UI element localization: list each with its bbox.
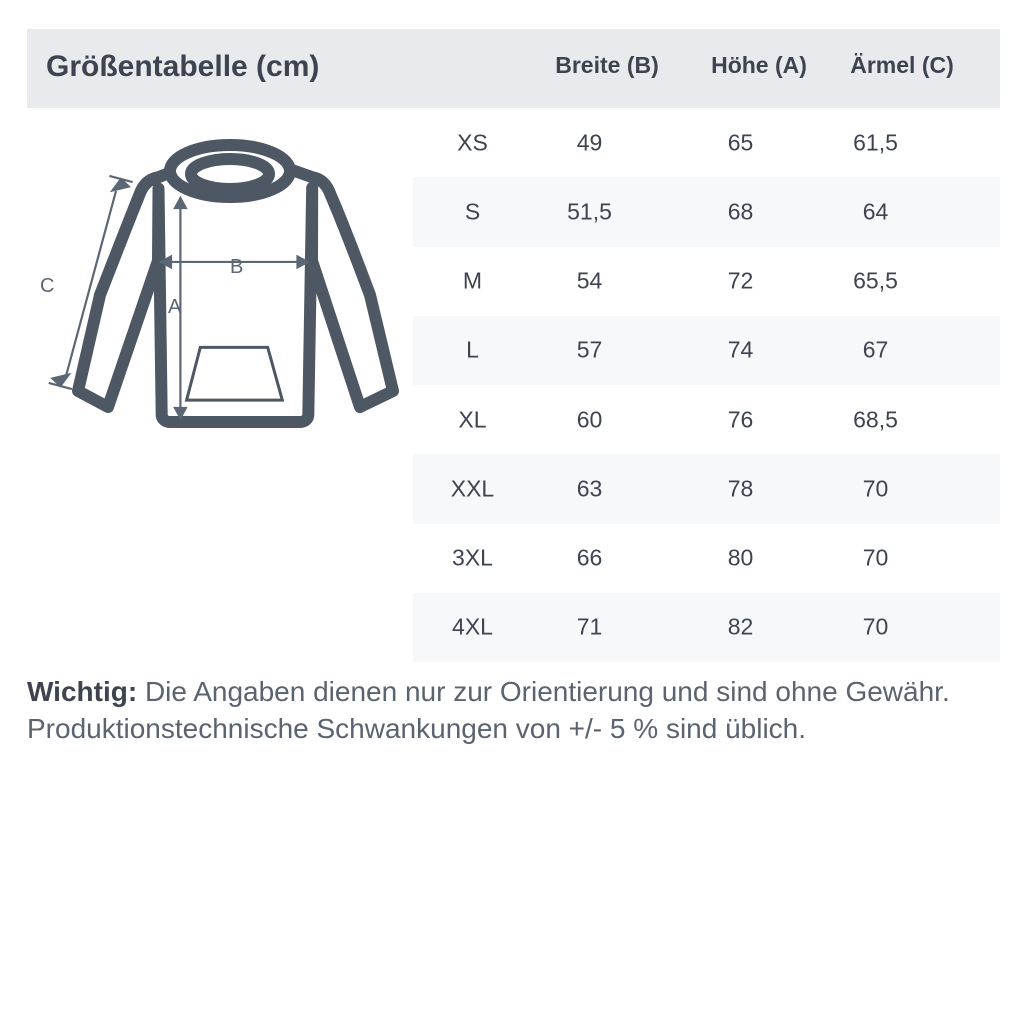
svg-text:B: B xyxy=(230,256,243,278)
svg-text:C: C xyxy=(40,275,54,297)
svg-text:A: A xyxy=(168,296,182,318)
